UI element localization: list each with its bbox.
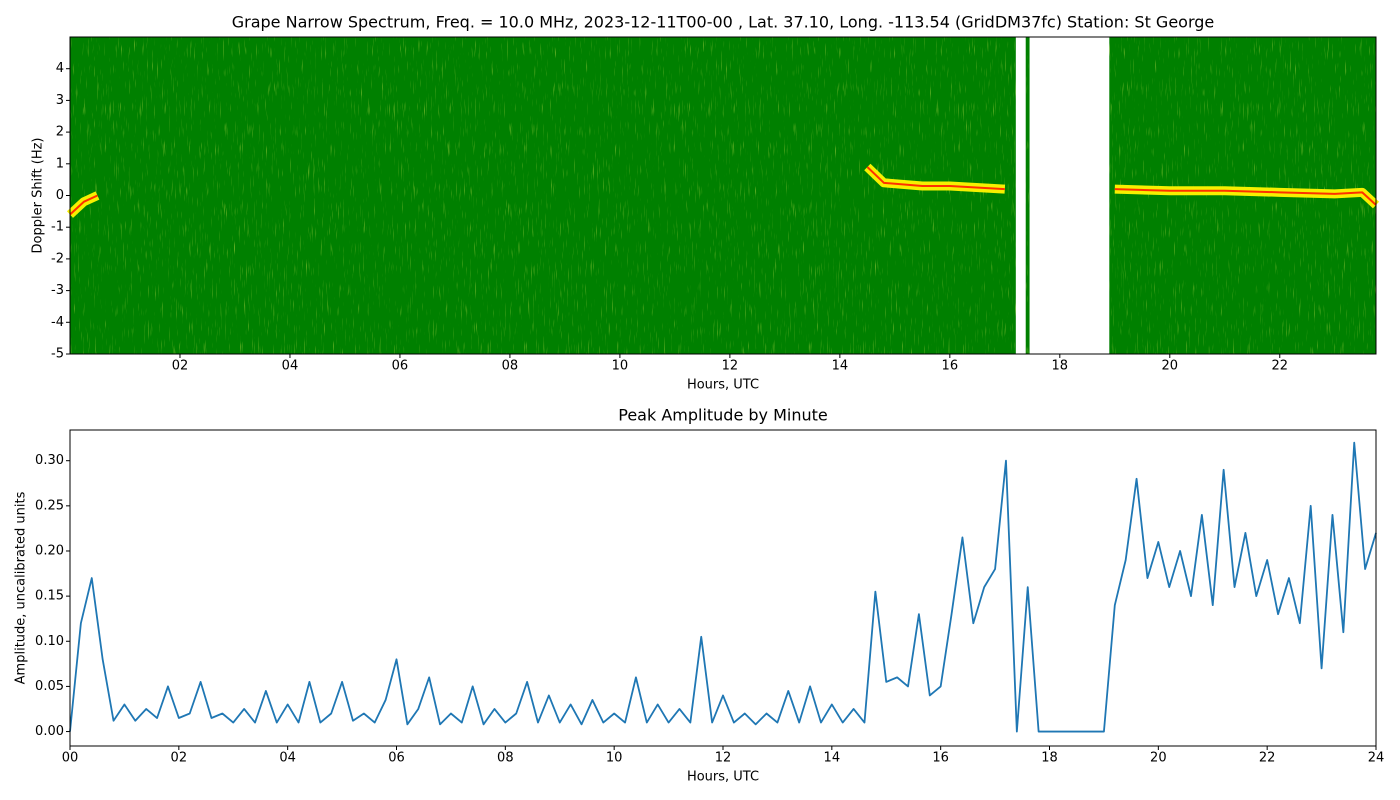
y-tick-label: 0.00: [35, 724, 64, 739]
y-tick-label: -3: [51, 283, 64, 298]
x-tick-label: 14: [824, 751, 841, 766]
chart-title: Peak Amplitude by Minute: [618, 406, 828, 425]
amplitude-line: [69, 441, 1377, 733]
x-tick-label: 14: [832, 359, 849, 374]
x-tick-label: 18: [1052, 359, 1069, 374]
x-tick-label: 02: [172, 359, 189, 374]
y-tick-label: 0.05: [35, 679, 64, 694]
x-tick-label: 18: [1041, 751, 1058, 766]
x-tick-label: 08: [502, 359, 519, 374]
y-tick-label: -1: [51, 220, 64, 235]
y-tick-label: 2: [56, 125, 64, 140]
doppler-trace: [866, 166, 1005, 191]
y-tick-label: 0.20: [35, 543, 64, 558]
y-tick-label: 3: [56, 93, 64, 108]
chart-title: Grape Narrow Spectrum, Freq. = 10.0 MHz,…: [232, 13, 1215, 32]
y-tick-label: 1: [56, 156, 64, 171]
x-tick-label: 04: [279, 751, 296, 766]
x-tick-label: 00: [62, 751, 79, 766]
y-tick-label: -4: [51, 315, 64, 330]
y-tick-label: 0.30: [35, 453, 64, 468]
x-tick-label: 06: [392, 359, 409, 374]
x-tick-label: 12: [715, 751, 732, 766]
x-tick-label: 16: [932, 751, 949, 766]
y-tick-label: 0: [56, 188, 64, 203]
x-tick-label: 22: [1271, 359, 1288, 374]
data-gap: [1029, 37, 1110, 354]
y-tick-label: -5: [51, 347, 64, 362]
spectrogram-noise: [70, 37, 1376, 354]
x-tick-label: 04: [282, 359, 299, 374]
y-tick-label: 0.25: [35, 498, 64, 513]
x-tick-label: 02: [171, 751, 188, 766]
y-axis-label: Doppler Shift (Hz): [31, 138, 46, 254]
y-tick-label: 0.10: [35, 634, 64, 649]
x-tick-label: 24: [1368, 751, 1385, 766]
y-axis-label: Amplitude, uncalibrated units: [14, 491, 29, 684]
x-tick-label: 12: [722, 359, 739, 374]
x-tick-label: 20: [1162, 359, 1179, 374]
x-tick-label: 10: [612, 359, 629, 374]
y-tick-label: 0.15: [35, 589, 64, 604]
x-tick-label: 08: [497, 751, 514, 766]
x-tick-label: 10: [606, 751, 623, 766]
x-tick-label: 20: [1150, 751, 1167, 766]
x-tick-label: 22: [1259, 751, 1276, 766]
x-tick-label: 16: [942, 359, 959, 374]
doppler-trace: [1114, 188, 1377, 206]
y-tick-label: 4: [56, 61, 64, 76]
plot-frame: [69, 429, 1377, 747]
x-tick-label: 06: [388, 751, 405, 766]
y-tick-label: -2: [51, 251, 64, 266]
x-axis-label: Hours, UTC: [687, 770, 759, 785]
doppler-trace: [69, 194, 98, 216]
data-gap: [1015, 37, 1026, 354]
x-axis-label: Hours, UTC: [687, 378, 759, 393]
